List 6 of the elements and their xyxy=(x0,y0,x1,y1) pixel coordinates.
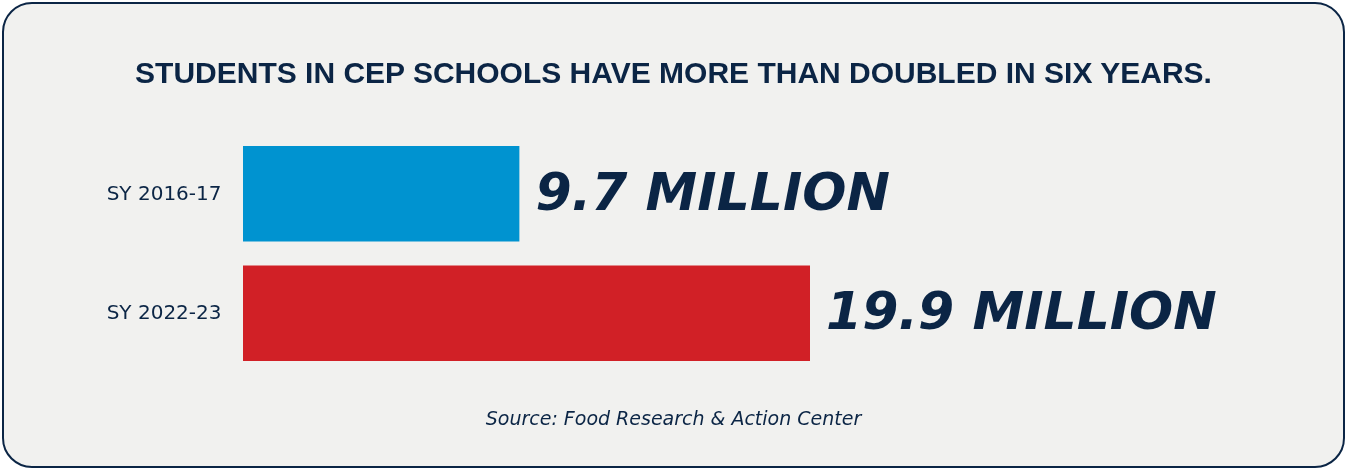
chart-title: STUDENTS IN CEP SCHOOLS HAVE MORE THAN DOUBLED IN SIX YEARS. xyxy=(134,56,1213,90)
data-label: 19.9 MILLION xyxy=(826,281,1217,342)
source-note: Source: Food Research & Action Center xyxy=(484,407,864,429)
y-tick-label: SY 2016-17 xyxy=(106,180,222,205)
data-label: 9.7 MILLION xyxy=(535,161,891,222)
y-tick-label: SY 2022-23 xyxy=(106,300,222,325)
